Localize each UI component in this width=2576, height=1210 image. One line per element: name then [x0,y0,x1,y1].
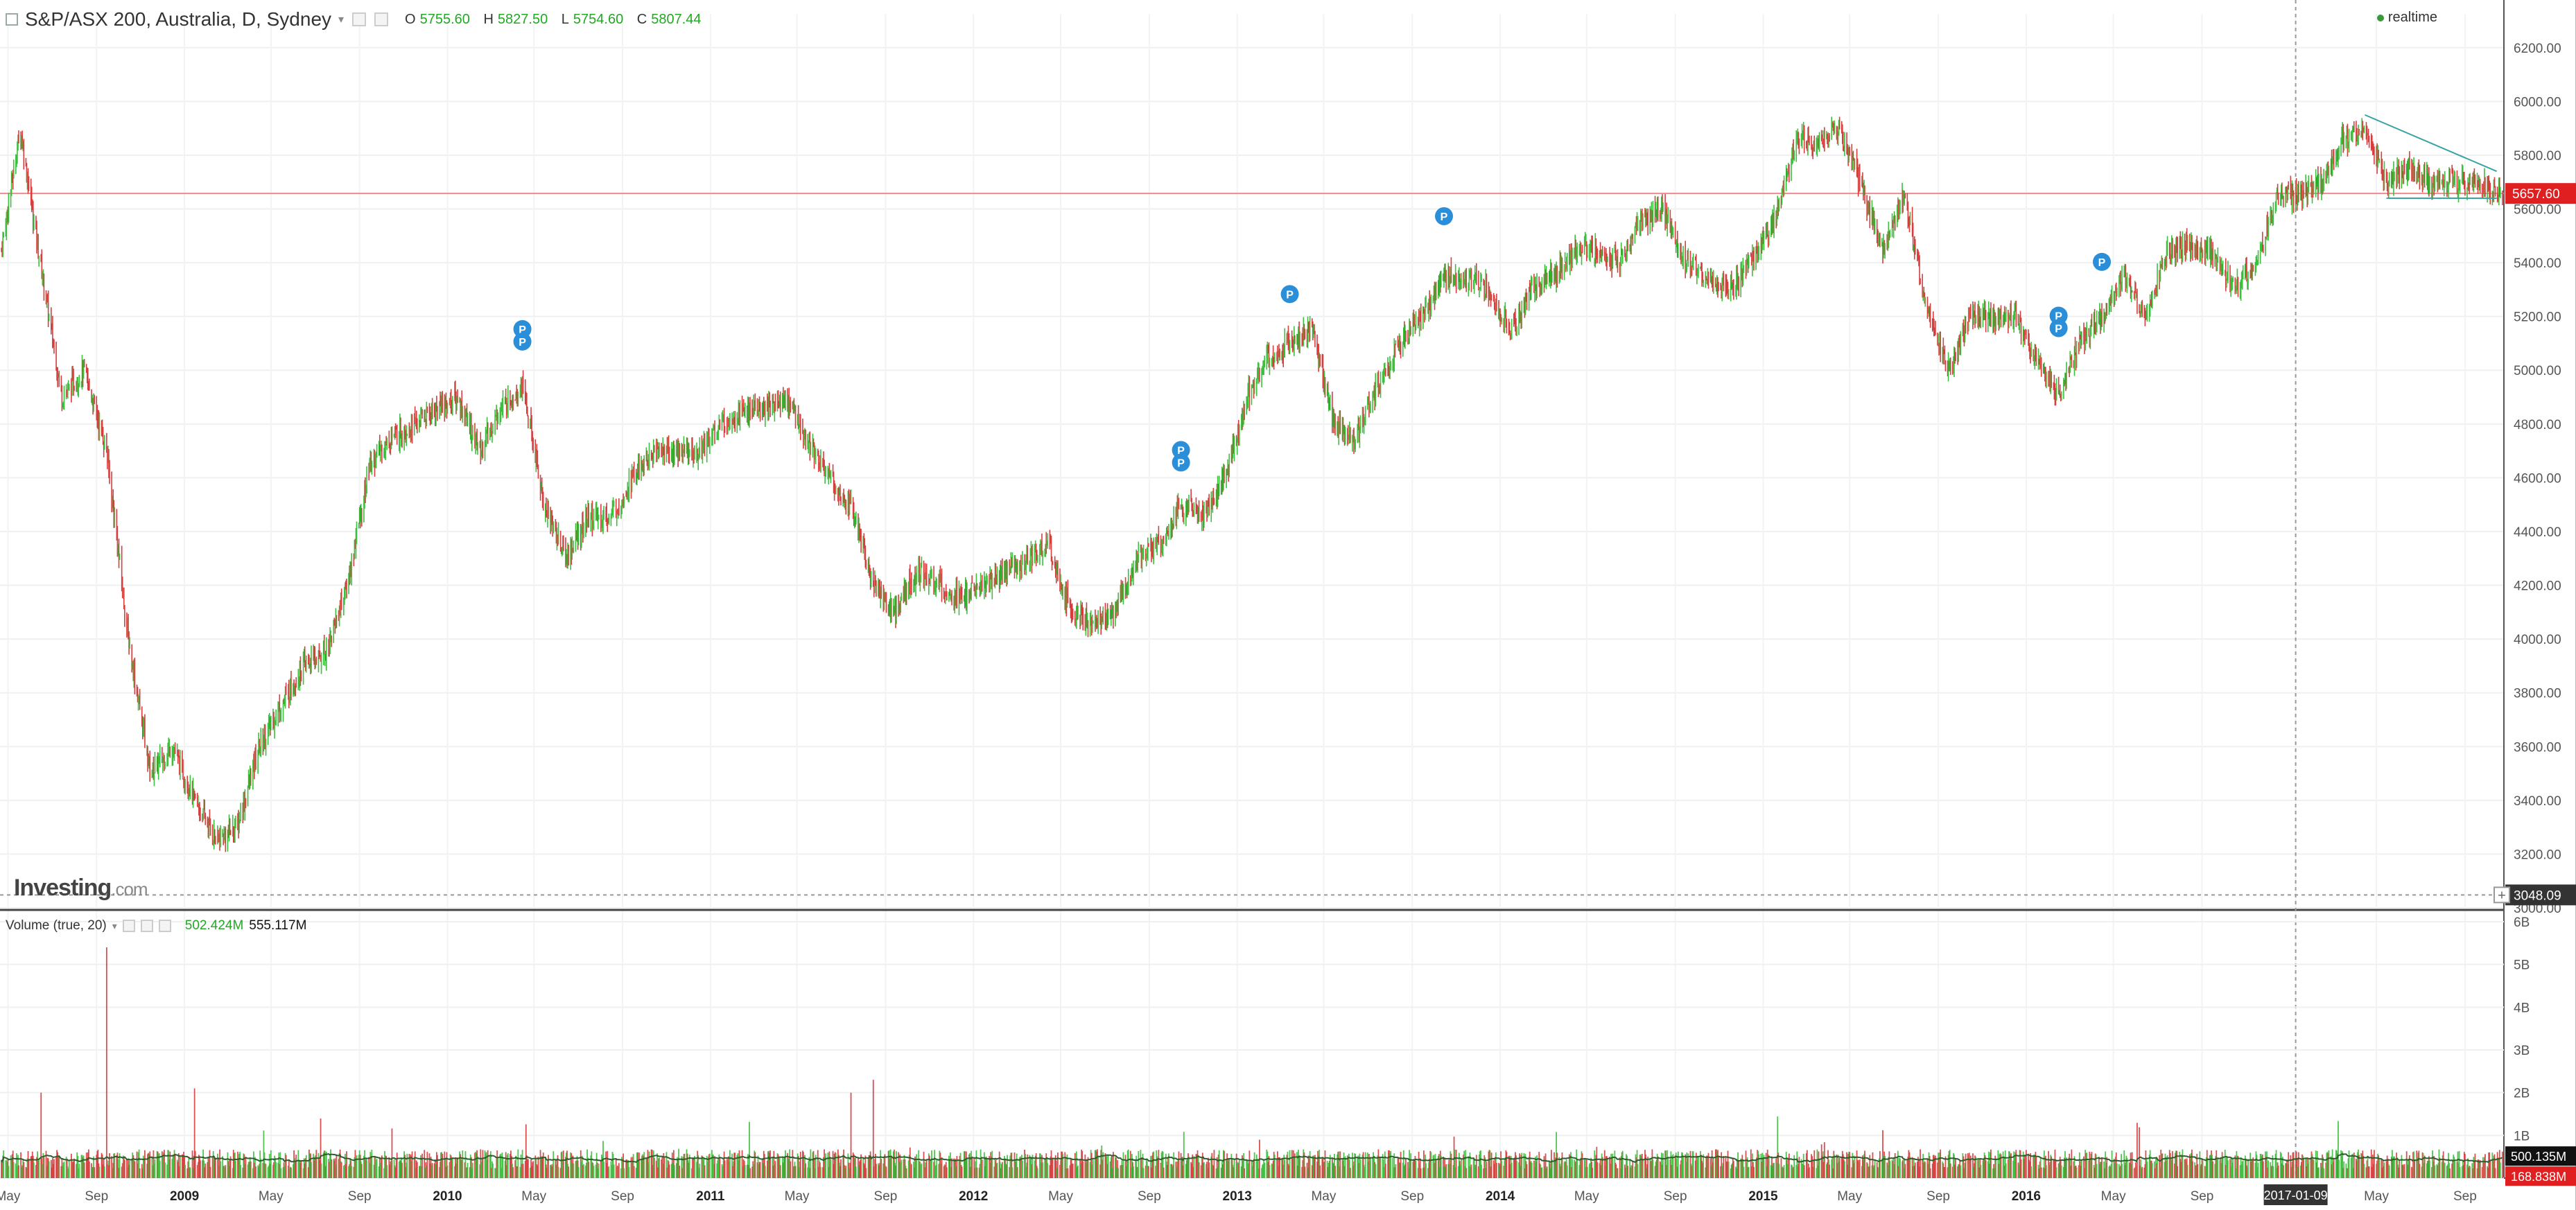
x-tick-label: May [785,1189,810,1204]
volume-tick-label: 5B [2514,958,2530,973]
x-tick-label: Sep [2191,1189,2214,1204]
x-tick-label: Sep [1926,1189,1950,1204]
x-tick-label: Sep [874,1189,898,1204]
price-tick-label: 6000.00 [2514,95,2561,109]
price-tick-label: 6200.00 [2514,42,2561,56]
volume-tick-label: 2B [2514,1087,2530,1101]
x-tick-label: Sep [85,1189,108,1204]
x-tick-label: May [1574,1189,1599,1204]
x-tick-label: Sep [348,1189,372,1204]
crosshair-date-box [2263,1184,2328,1205]
x-tick-label: 2015 [1748,1189,1778,1204]
price-tick-label: 4400.00 [2514,525,2561,540]
price-tick-label: 5800.00 [2514,149,2561,164]
price-tick-label: 5600.00 [2514,203,2561,218]
x-tick-label: 2013 [1223,1189,1252,1204]
price-tick-label: 5000.00 [2514,364,2561,378]
volume-tick-label: 1B [2514,1129,2530,1143]
price-tick-label: 4600.00 [2514,471,2561,486]
x-tick-label: Sep [1400,1189,1424,1204]
x-tick-label: Sep [1664,1189,1687,1204]
x-tick-label: 2009 [170,1189,199,1204]
x-tick-label: May [1311,1189,1336,1204]
price-tick-label: 5400.00 [2514,256,2561,271]
x-tick-label: May [1048,1189,1073,1204]
x-tick-label: Sep [1138,1189,1161,1204]
price-tick-label: 3200.00 [2514,848,2561,862]
x-tick-label: May [1837,1189,1862,1204]
volume-tick-label: 3B [2514,1044,2530,1058]
x-tick-label: 2014 [1486,1189,1515,1204]
volume-tick-label: 4B [2514,1001,2530,1015]
x-tick-label: Sep [611,1189,634,1204]
price-tick-label: 3800.00 [2514,687,2561,701]
x-tick-label: 2016 [2012,1189,2041,1204]
x-tick-label: May [2101,1189,2126,1204]
x-tick-label: May [0,1189,21,1204]
price-tick-label: 3400.00 [2514,794,2561,809]
volume-tick-label: 6B [2514,915,2530,930]
price-tick-label: 4200.00 [2514,579,2561,594]
x-tick-label: Sep [2453,1189,2477,1204]
x-tick-label: 2010 [433,1189,462,1204]
x-tick-label: 2012 [959,1189,988,1204]
price-tick-label: 4800.00 [2514,418,2561,432]
x-tick-label: May [259,1189,284,1204]
x-tick-label: May [2364,1189,2389,1204]
x-tick-label: May [521,1189,546,1204]
price-tick-label: 5200.00 [2514,310,2561,325]
price-tick-label: 4000.00 [2514,633,2561,647]
x-tick-label: 2011 [696,1189,725,1204]
price-tick-label: 3600.00 [2514,740,2561,755]
crosshair-date-label: 2017-01-09 [2264,1189,2328,1202]
